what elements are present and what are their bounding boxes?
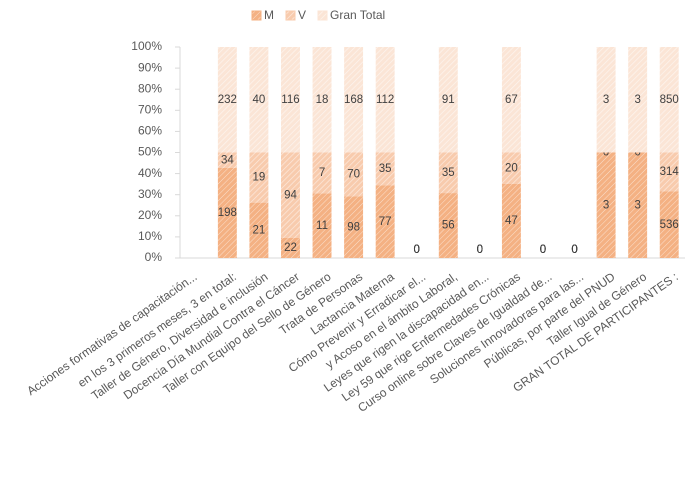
bar-segment (501, 183, 521, 258)
data-label: 0 (603, 147, 609, 159)
data-label: 56 (442, 220, 455, 232)
bar-segment (375, 47, 395, 153)
legend-swatch (317, 10, 328, 21)
bar-segment (312, 152, 332, 194)
bar-segment (659, 191, 679, 258)
data-label: 3 (634, 199, 640, 211)
y-tick-label: 70% (138, 102, 162, 116)
data-label: 0 (571, 244, 577, 256)
bar-segment (438, 47, 458, 153)
y-tick-label: 90% (138, 60, 162, 74)
bar-segment (501, 152, 521, 184)
y-tick-label: 20% (138, 208, 162, 222)
data-label: 0 (571, 244, 577, 256)
data-label: 168 (344, 94, 363, 106)
data-label: 22 (284, 242, 297, 254)
data-label: 67 (505, 94, 518, 106)
bar-segment (375, 185, 395, 258)
bar-segment (217, 167, 237, 258)
bar-segment (659, 47, 679, 153)
data-label: 0 (634, 147, 640, 159)
data-label: 116 (281, 94, 299, 106)
data-label: 40 (253, 94, 266, 106)
data-label: 3 (603, 94, 609, 106)
bar-segment (438, 193, 458, 258)
data-label: 7 (319, 167, 325, 179)
data-label: 536 (660, 219, 679, 231)
data-label: 112 (376, 94, 394, 106)
bar-segment (438, 152, 458, 194)
data-label: 0 (571, 244, 577, 256)
bar-segment (281, 237, 300, 258)
legend-swatch (251, 10, 262, 21)
bar-segment (501, 47, 521, 153)
bar-segment (596, 47, 616, 153)
bar-segment (628, 152, 648, 258)
y-tick-label: 50% (138, 145, 162, 159)
data-label: 0 (540, 244, 546, 256)
bar-segment (281, 152, 300, 238)
bar-segment (344, 152, 364, 197)
bar-segment (628, 47, 648, 153)
data-label: 91 (442, 94, 455, 106)
y-tick-label: 30% (138, 187, 162, 201)
data-label: 3 (634, 94, 640, 106)
data-label: 34 (221, 154, 234, 166)
data-label: 314 (660, 166, 680, 178)
data-label: 0 (540, 244, 546, 256)
data-label: 0 (414, 244, 420, 256)
data-label: 0 (414, 244, 420, 256)
data-label: 47 (505, 215, 518, 227)
data-label: 20 (505, 162, 518, 174)
y-tick-label: 80% (138, 81, 162, 95)
legend-label: V (298, 8, 306, 22)
data-label: 11 (316, 220, 328, 232)
data-label: 850 (660, 94, 679, 106)
y-tick-label: 10% (138, 229, 162, 243)
data-label: 0 (477, 244, 483, 256)
y-tick-label: 0% (145, 250, 163, 264)
data-label: 70 (347, 169, 360, 181)
bar-segment (312, 47, 332, 153)
data-label: 35 (379, 163, 392, 175)
bar-segment (217, 152, 237, 168)
data-label: 18 (316, 94, 329, 106)
data-label: 77 (379, 216, 392, 228)
data-label: 232 (218, 94, 237, 106)
data-label: 198 (218, 207, 237, 219)
bar-segment (249, 47, 269, 153)
bar-segment (596, 152, 616, 258)
data-label: 0 (477, 244, 483, 256)
bar-segment (249, 202, 269, 258)
legend-label: M (264, 8, 274, 22)
bar-segment (659, 152, 679, 192)
data-label: 19 (253, 172, 266, 184)
data-label: 0 (477, 244, 483, 256)
data-label: 98 (347, 221, 360, 233)
bar-segment (375, 152, 395, 186)
bar-segment (344, 196, 364, 258)
bar-segment (312, 193, 332, 258)
y-tick-label: 60% (138, 124, 162, 138)
y-tick-label: 40% (138, 166, 162, 180)
bar-segment (281, 47, 300, 153)
data-label: 94 (284, 189, 297, 201)
y-tick-label: 100% (131, 39, 162, 53)
data-label: 21 (253, 224, 266, 236)
legend-swatch (285, 10, 296, 21)
bar-segment (217, 47, 237, 153)
data-label: 35 (442, 167, 455, 179)
data-label: 0 (414, 244, 420, 256)
bar-segment (344, 47, 364, 153)
bar-segment (249, 152, 269, 203)
data-label: 3 (603, 199, 609, 211)
data-label: 0 (540, 244, 546, 256)
legend-label: Gran Total (330, 8, 385, 22)
